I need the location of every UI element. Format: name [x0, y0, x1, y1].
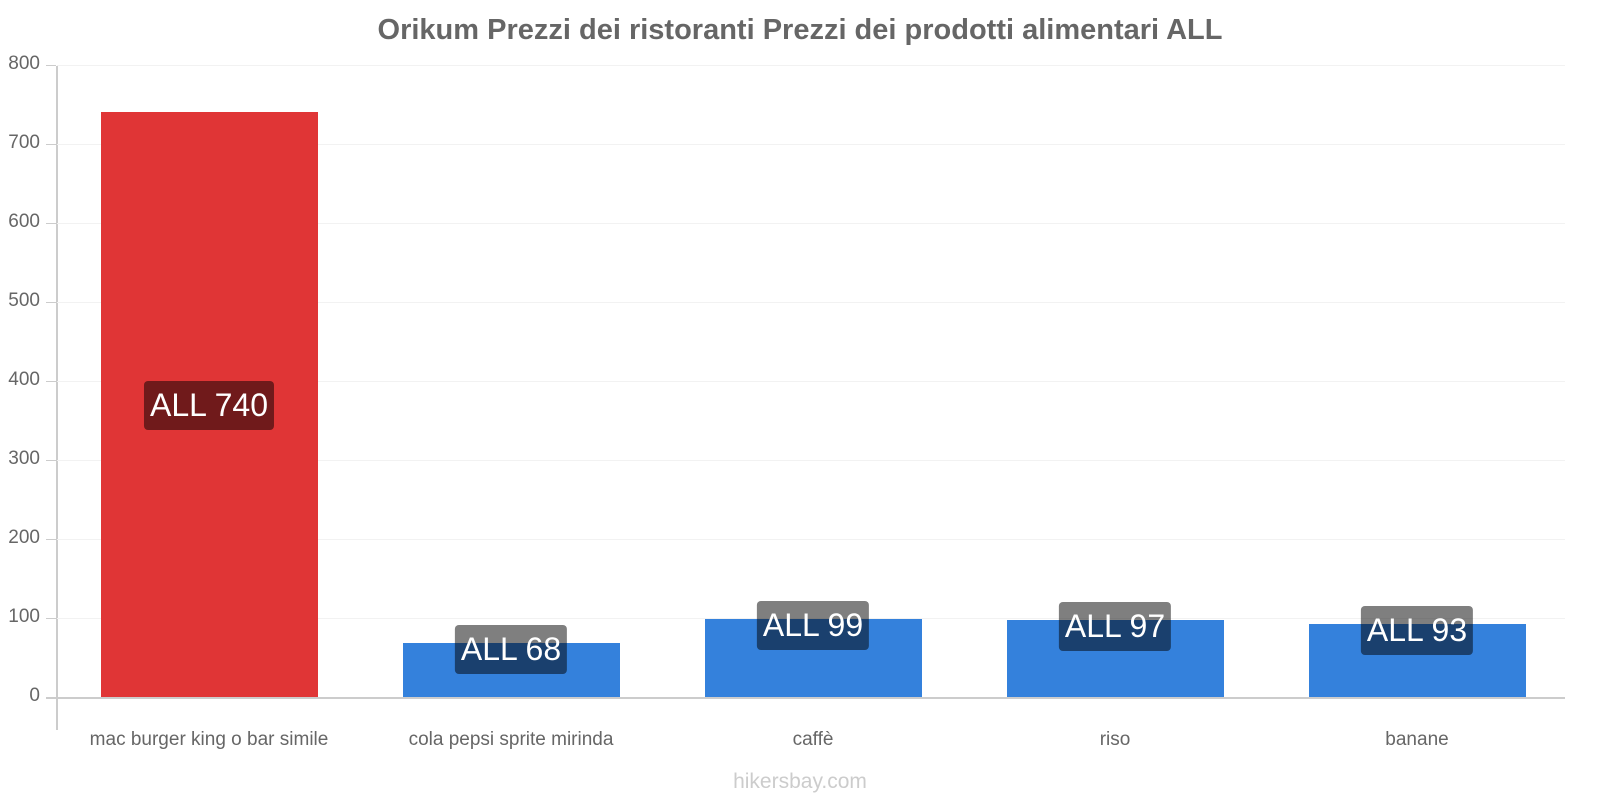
bar-value-label: ALL 68	[454, 625, 568, 674]
y-tick-mark	[46, 539, 56, 540]
y-tick-mark	[46, 618, 56, 619]
x-category-label: mac burger king o bar simile	[89, 729, 329, 750]
gridline	[57, 539, 1565, 540]
bar-value-label: ALL 740	[143, 381, 275, 430]
x-category-label: cola pepsi sprite mirinda	[408, 729, 614, 750]
y-tick-label: 0	[29, 685, 40, 706]
watermark: hikersbay.com	[733, 770, 867, 793]
x-axis-line	[46, 697, 1565, 699]
y-tick-label: 400	[8, 369, 40, 390]
y-tick-mark	[46, 223, 56, 224]
chart-title: Orikum Prezzi dei ristoranti Prezzi dei …	[377, 14, 1223, 46]
bar-value-label: ALL 97	[1058, 602, 1172, 651]
x-category-label: riso	[1099, 729, 1131, 750]
y-tick-mark	[46, 302, 56, 303]
gridline	[57, 223, 1565, 224]
y-tick-label: 800	[8, 53, 40, 74]
y-axis-line	[56, 66, 58, 730]
y-tick-mark	[46, 697, 56, 698]
y-tick-mark	[46, 460, 56, 461]
bar-value-label: ALL 99	[756, 601, 870, 650]
gridline	[57, 381, 1565, 382]
gridline	[57, 302, 1565, 303]
y-tick-label: 300	[8, 448, 40, 469]
y-tick-mark	[46, 381, 56, 382]
y-tick-mark	[46, 65, 56, 66]
y-tick-label: 100	[8, 606, 40, 627]
y-tick-label: 500	[8, 290, 40, 311]
bar-value-label: ALL 93	[1360, 606, 1474, 655]
y-tick-mark	[46, 144, 56, 145]
gridline	[57, 65, 1565, 66]
x-category-label: banane	[1385, 729, 1449, 750]
y-tick-label: 600	[8, 211, 40, 232]
gridline	[57, 144, 1565, 145]
gridline	[57, 460, 1565, 461]
x-category-label: caffè	[792, 729, 834, 750]
y-tick-label: 700	[8, 132, 40, 153]
y-tick-label: 200	[8, 527, 40, 548]
